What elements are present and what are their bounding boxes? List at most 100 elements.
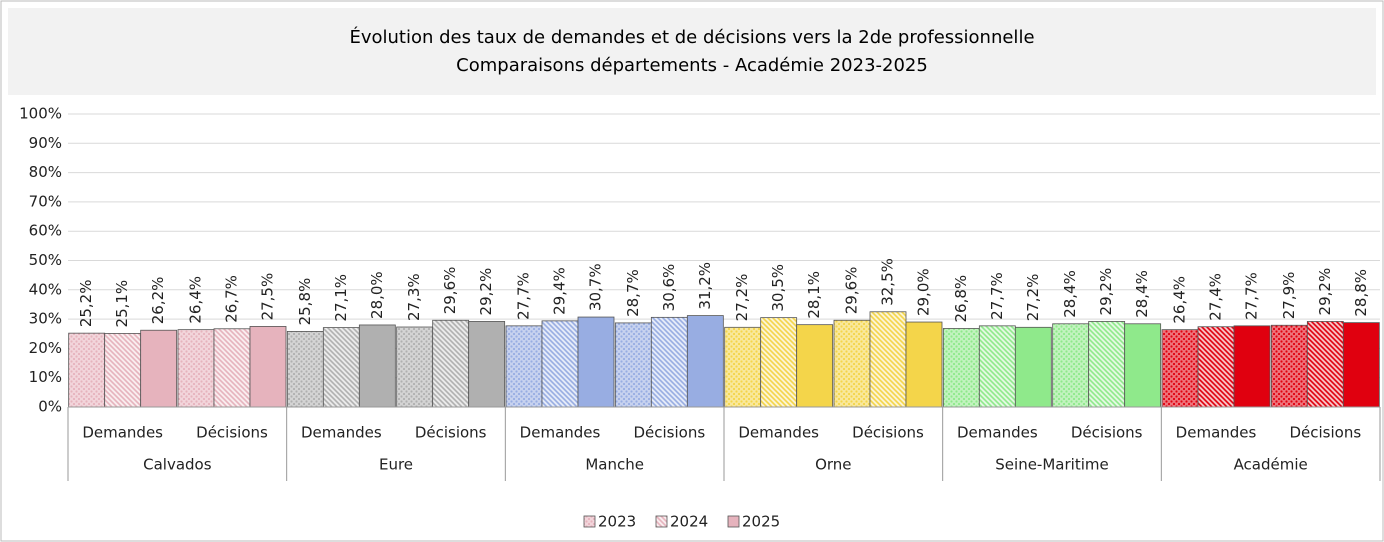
bar	[358, 324, 396, 408]
bar	[942, 328, 980, 408]
x-tick-label: Demandes	[82, 424, 163, 442]
x-tick-label: Demandes	[301, 424, 382, 442]
group-label: Manche	[585, 456, 644, 474]
bar	[614, 322, 652, 408]
legend-swatch	[727, 515, 740, 528]
legend-swatch	[655, 515, 668, 528]
bar	[796, 324, 834, 408]
y-tick-label: 70%	[29, 192, 62, 210]
value-label: 29,2%	[477, 268, 495, 316]
bar	[541, 320, 579, 408]
value-label: 29,2%	[1316, 268, 1334, 316]
y-tick-label: 80%	[29, 163, 62, 181]
value-label: 31,2%	[696, 262, 714, 310]
bar	[432, 319, 470, 408]
group-label: Eure	[379, 456, 413, 474]
y-tick-label: 40%	[29, 280, 62, 298]
bar	[213, 328, 251, 408]
bar	[322, 327, 360, 408]
y-tick-label: 60%	[29, 222, 62, 240]
x-tick-label: Décisions	[852, 424, 924, 442]
value-label: 28,4%	[1133, 270, 1151, 318]
value-label: 29,0%	[915, 268, 933, 316]
group-label: Académie	[1234, 456, 1308, 474]
bar	[249, 326, 287, 408]
value-label: 26,8%	[952, 275, 970, 323]
value-label: 32,5%	[879, 258, 897, 306]
value-label: 27,5%	[259, 273, 277, 321]
value-label: 25,2%	[77, 280, 95, 328]
value-label: 30,6%	[660, 264, 678, 312]
bar	[1014, 326, 1052, 408]
legend-label: 2023	[598, 513, 636, 531]
x-tick-label: Demandes	[957, 424, 1038, 442]
x-tick-label: Demandes	[738, 424, 819, 442]
x-tick-label: Demandes	[1176, 424, 1257, 442]
bar	[1233, 325, 1271, 408]
value-label: 27,9%	[1280, 272, 1298, 320]
bar	[978, 325, 1016, 408]
bar	[505, 325, 543, 408]
bar	[577, 316, 615, 408]
bar	[104, 333, 142, 408]
x-tick-label: Décisions	[1289, 424, 1361, 442]
value-label: 27,3%	[405, 273, 423, 321]
value-label: 28,7%	[624, 269, 642, 317]
value-label: 28,0%	[368, 271, 386, 319]
bar	[177, 329, 215, 408]
value-label: 27,4%	[1207, 273, 1225, 321]
group-label: Seine-Maritime	[995, 456, 1108, 474]
group-label: Calvados	[143, 456, 212, 474]
value-label: 27,1%	[332, 274, 350, 322]
x-tick-label: Demandes	[520, 424, 601, 442]
value-label: 30,5%	[769, 264, 787, 312]
bar	[68, 332, 106, 408]
y-tick-label: 90%	[29, 134, 62, 152]
chart-subtitle: Comparaisons départements - Académie 202…	[456, 55, 928, 76]
y-tick-label: 0%	[38, 398, 62, 416]
legend-label: 2024	[670, 513, 708, 531]
bar	[1088, 321, 1126, 408]
bar	[1270, 324, 1308, 408]
bar	[1197, 326, 1235, 408]
value-label: 30,7%	[587, 263, 605, 311]
y-tick-label: 100%	[19, 105, 62, 123]
bar	[1124, 323, 1162, 408]
legend-label: 2025	[742, 513, 780, 531]
y-tick-label: 20%	[29, 339, 62, 357]
value-label: 26,4%	[187, 276, 205, 324]
bar	[760, 317, 798, 408]
value-label: 28,4%	[1061, 270, 1079, 318]
bar	[650, 316, 688, 408]
x-tick-label: Décisions	[196, 424, 268, 442]
legend-swatch	[583, 515, 596, 528]
bar	[905, 321, 943, 408]
bar	[286, 331, 324, 408]
value-label: 27,7%	[1243, 272, 1261, 320]
bar	[468, 321, 506, 408]
bar	[1342, 322, 1380, 408]
value-label: 25,8%	[296, 278, 314, 326]
title-box	[8, 8, 1376, 95]
bar	[1306, 321, 1344, 408]
bar	[140, 329, 178, 408]
value-label: 29,2%	[1097, 268, 1115, 316]
bar	[396, 326, 434, 408]
value-label: 29,4%	[551, 267, 569, 315]
bar	[724, 326, 762, 408]
value-label: 28,1%	[805, 271, 823, 319]
bar	[833, 319, 871, 408]
value-label: 27,7%	[515, 272, 533, 320]
x-tick-label: Décisions	[1071, 424, 1143, 442]
value-label: 26,4%	[1171, 276, 1189, 324]
value-label: 27,7%	[988, 272, 1006, 320]
group-label: Orne	[815, 456, 851, 474]
bar	[686, 315, 724, 408]
x-tick-label: Décisions	[633, 424, 705, 442]
chart-title: Évolution des taux de demandes et de déc…	[349, 26, 1034, 48]
bar	[1161, 329, 1199, 408]
value-label: 27,2%	[733, 274, 751, 322]
y-tick-label: 10%	[29, 368, 62, 386]
value-label: 28,8%	[1352, 269, 1370, 317]
